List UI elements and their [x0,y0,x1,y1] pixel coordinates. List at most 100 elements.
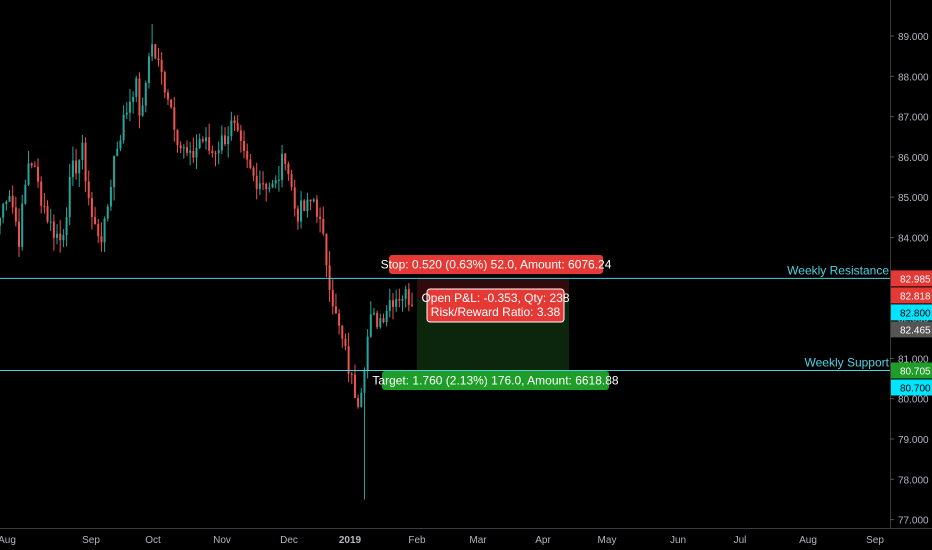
candle-body [11,196,14,208]
price-badge-label: 82.818 [900,291,931,302]
candle-body [227,136,230,145]
candle-body [160,60,163,72]
price-tick-label: 87.000 [898,113,929,124]
price-tick-label: 79.000 [898,435,929,446]
candle-body [166,92,169,100]
target-label: Target: 1.760 (2.13%) 176.0, Amount: 661… [372,371,619,390]
candle-body [195,147,198,158]
candle-body [113,155,116,188]
price-tick-label: 86.000 [898,153,929,164]
candle-body [43,205,46,207]
candle-body [154,44,157,59]
candle-body [65,217,68,236]
candle-body [233,120,236,124]
candle-body [385,310,388,322]
candle-body [81,142,84,161]
candle-body [357,397,360,407]
candle-body [334,306,337,314]
candle-body [360,392,363,407]
candle-body [37,166,40,182]
candle-body [395,299,398,307]
candle-body [274,180,277,184]
candle-body [246,150,249,160]
pnl-label-box [426,288,565,323]
stop-label-text: Stop: 0.520 (0.63%) 52.0, Amount: 6076.2… [381,258,612,272]
candle-body [122,114,125,141]
candle-body [5,201,8,204]
candle-body [151,44,154,57]
candle-body [157,58,160,61]
candle-body [144,82,147,106]
candle-body [147,56,150,83]
price-badge [891,287,932,304]
time-tick-label: Sep [82,535,100,546]
time-axis[interactable]: Aug Sep Oct Nov Dec 2019 Feb Mar Apr May Jun Jul Aug… [0,535,884,546]
candle-body [56,233,59,238]
target-label-box [382,371,609,390]
level-lines[interactable]: Weekly Resistance Weekly Support [0,263,890,371]
candle-body [84,142,87,182]
candle-body [138,78,141,116]
time-tick-label: Nov [213,535,231,546]
candle-body [205,137,207,142]
time-tick-label: Apr [535,535,551,546]
candle-body [135,78,138,97]
candle-body [344,338,347,347]
stop-label: Stop: 0.520 (0.63%) 52.0, Amount: 6076.2… [381,255,612,274]
candle-body [411,304,413,306]
candle-body [328,265,331,290]
price-tick-label: 80.000 [898,395,929,406]
candle-body [376,312,379,328]
candle-body [97,224,100,237]
candle-body [68,176,71,218]
candle-body [179,145,182,149]
candle-body [176,129,179,146]
candle-body [109,187,112,207]
candle-body [2,203,5,218]
price-tick-label: 85.000 [898,193,929,204]
candle-body [236,123,239,131]
time-tick-label: Sep [866,535,884,546]
candle-body [21,203,24,247]
candle-body [224,135,227,145]
candle-body [71,160,74,177]
price-axis[interactable]: 77.00078.00079.00080.00081.00082.00083.0… [890,32,932,527]
candle-body [369,314,372,337]
price-tick-label: 81.000 [898,354,929,365]
candle-body [211,150,214,154]
candle-body [141,105,144,116]
candle-body [182,147,185,149]
candle-body [40,181,43,206]
candle-body [284,153,287,164]
price-badge [891,270,932,287]
candle-body [170,99,173,108]
time-tick-label: Jul [734,535,747,546]
time-tick-label: Aug [0,535,16,546]
candle-body [255,175,258,189]
candle-body [128,101,131,113]
candle-body [163,71,166,93]
candle-body [331,289,334,307]
candle-body [306,199,309,212]
candle-body [239,130,242,141]
candle-body [281,153,284,180]
candle-body [287,163,290,175]
candle-body [217,150,220,154]
candle-body [353,374,356,398]
candles [0,23,413,500]
time-tick-label: Aug [799,535,817,546]
candle-body [363,371,366,393]
candle-body [8,196,11,202]
stop-label-box [389,255,603,274]
candle-body [132,96,135,102]
candle-body [398,299,401,301]
candle-body [271,183,274,188]
price-tick-label: 77.000 [898,516,929,527]
candle-body [49,221,52,223]
price-badge-label: 80.700 [900,383,931,394]
time-tick-label: 2019 [339,535,362,546]
price-badge [891,362,932,379]
candle-body [258,183,261,189]
